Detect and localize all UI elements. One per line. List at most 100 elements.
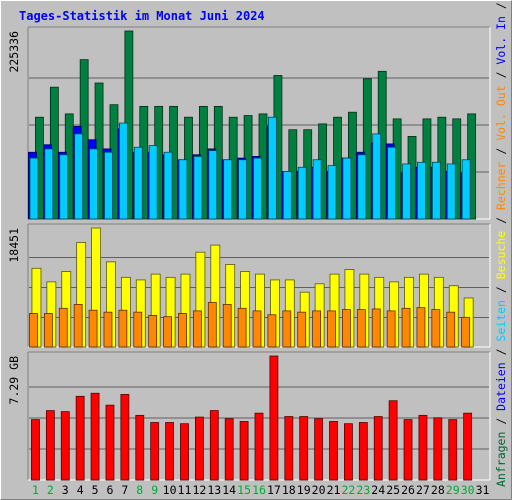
x-tick-label: 15 — [237, 483, 251, 497]
x-tick-label: 25 — [386, 483, 400, 497]
hits-seiten-bar — [223, 159, 233, 220]
x-tick-label: 6 — [106, 483, 113, 497]
visits-rechner-bar — [58, 307, 68, 348]
x-tick-label: 19 — [297, 483, 311, 497]
volume-volumen-bar — [165, 422, 174, 481]
legend-entry: Anfragen — [494, 432, 508, 487]
x-tick-label: 23 — [356, 483, 370, 497]
hits-seiten-bar — [238, 159, 247, 220]
volume-volumen-bar — [269, 355, 279, 481]
volume-panel: 7.29 GB — [7, 351, 491, 481]
volume-volumen-bar — [90, 392, 100, 481]
x-tick-label: 31 — [476, 483, 490, 497]
hits-seiten-bar — [342, 157, 352, 220]
visits-rechner-bar — [282, 310, 292, 348]
hits-seiten-bar — [44, 148, 54, 220]
right-axis-legend: Anfragen / Dateien / Seiten / Besuche / … — [494, 0, 508, 487]
hits-seiten-bar — [178, 159, 188, 220]
visits-rechner-bar — [252, 310, 262, 348]
visits-rechner-bar — [371, 308, 381, 348]
visits-rechner-bar — [446, 311, 456, 348]
hits-seiten-bar — [417, 161, 426, 220]
visits-panel: 18451 — [7, 223, 491, 348]
volume-volumen-bar — [358, 422, 368, 481]
hits-seiten-bar — [29, 157, 39, 220]
hits-seiten-bar — [208, 150, 218, 220]
volume-volumen-bar — [239, 421, 249, 481]
legend-entry: Dateien — [494, 362, 508, 410]
volume-volumen-bar — [284, 416, 294, 481]
x-tick-label: 21 — [327, 483, 341, 497]
x-tick-label: 9 — [151, 483, 158, 497]
x-tick-label: 20 — [312, 483, 326, 497]
visits-rechner-bar — [103, 311, 113, 348]
x-tick-label: 8 — [136, 483, 143, 497]
volume-volumen-bar — [209, 410, 219, 481]
visits-rechner-bar — [342, 309, 351, 348]
hits-seiten-bar — [431, 161, 441, 220]
visits-rechner-bar — [267, 314, 277, 348]
visits-rechner-bar — [401, 307, 411, 348]
x-tick-label: 10 — [163, 483, 177, 497]
volume-volumen-bar — [60, 411, 70, 481]
volume-volumen-bar — [418, 414, 428, 481]
volume-volumen-bar — [135, 414, 145, 481]
legend-entry: / — [494, 210, 508, 231]
x-tick-label: 16 — [252, 483, 266, 497]
hits-seiten-bar — [461, 159, 471, 220]
x-tick-label: 1 — [32, 483, 39, 497]
visits-rechner-bar — [431, 309, 441, 348]
visits-rechner-bar — [461, 316, 471, 348]
hits-seiten-bar — [163, 151, 173, 220]
volume-volumen-bar — [299, 416, 309, 481]
x-tick-label: 22 — [341, 483, 355, 497]
hits-seiten-bar — [118, 122, 128, 220]
legend-entry: / — [494, 342, 508, 363]
hits-seiten-bar — [312, 159, 322, 220]
hits-seiten-bar — [402, 163, 411, 220]
visits-rechner-bar — [73, 304, 83, 348]
volume-volumen-bar — [329, 421, 338, 481]
legend-entry: / — [494, 141, 508, 162]
x-tick-label: 18 — [282, 483, 296, 497]
legend-entry: Seiten — [494, 300, 508, 342]
hits-seiten-bar — [357, 154, 367, 220]
volume-volumen-bar — [105, 404, 115, 481]
legend-entry: Rechner — [494, 161, 508, 210]
hits-seiten-bar — [193, 156, 203, 220]
volume-volumen-bar — [388, 400, 398, 481]
x-tick-label: 7 — [121, 483, 128, 497]
hits-seiten-bar — [148, 145, 158, 220]
visits-rechner-bar — [237, 307, 247, 348]
visits-rechner-bar — [163, 316, 172, 348]
x-tick-label: 30 — [461, 483, 475, 497]
legend-entry: / — [494, 279, 508, 300]
legend-entry: Vol. Out — [494, 85, 508, 140]
hits-seiten-bar — [59, 154, 69, 220]
volume-volumen-bar — [254, 412, 264, 481]
legend-entry: / — [494, 65, 508, 86]
legend-entry: Besuche — [494, 231, 508, 280]
hits-seiten-bar — [387, 146, 397, 220]
hits-seiten-bar — [446, 163, 456, 220]
hits-panel: 225336 — [7, 26, 491, 220]
volume-max-label: 7.29 GB — [7, 356, 21, 405]
visits-max-label: 18451 — [7, 228, 21, 263]
x-tick-label: 26 — [401, 483, 415, 497]
visits-rechner-bar — [386, 310, 396, 348]
volume-volumen-bar — [75, 395, 85, 481]
x-tick-label: 12 — [192, 483, 206, 497]
x-tick-label: 13 — [207, 483, 221, 497]
x-tick-label: 3 — [62, 483, 69, 497]
legend-entry: Vol. In — [494, 16, 508, 64]
legend-entry: / — [494, 411, 508, 432]
volume-volumen-bar — [373, 416, 383, 481]
x-tick-label: 14 — [222, 483, 236, 497]
x-tick-label: 27 — [416, 483, 430, 497]
x-tick-label: 24 — [371, 483, 385, 497]
visits-rechner-bar — [43, 313, 53, 348]
visits-rechner-bar — [356, 309, 366, 348]
visits-rechner-bar — [192, 310, 202, 348]
volume-volumen-bar — [180, 423, 189, 481]
